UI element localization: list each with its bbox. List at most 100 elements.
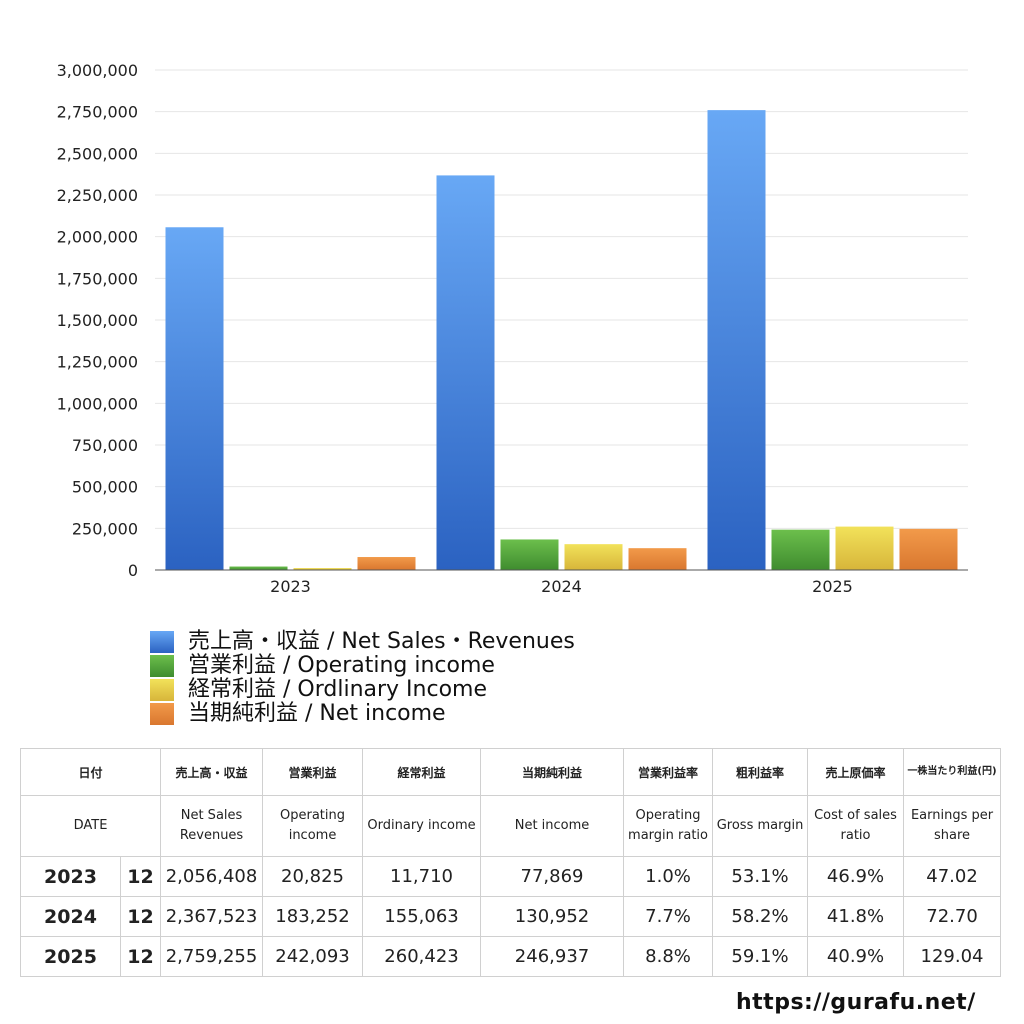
y-tick-label: 2,750,000	[57, 103, 138, 122]
legend-swatch	[150, 631, 174, 653]
cell-sales: 2,367,523	[160, 896, 264, 937]
y-axis-ticks: 0 250,000 500,000 750,000 1,000,000 1,250,000…	[57, 61, 138, 580]
table-row: 2025 12 2,759,255 242,093 260,423 246,93…	[20, 936, 1002, 977]
header-eps-jp: 一株当たり利益(円)	[903, 748, 1002, 796]
cell-gm: 59.1%	[712, 936, 809, 977]
y-tick-label: 250,000	[72, 519, 138, 538]
header-date-en: DATE	[19, 795, 162, 857]
legend-swatch	[150, 655, 174, 677]
bar-2024-series-3	[628, 548, 687, 570]
cell-net: 246,937	[480, 936, 625, 977]
grid-lines	[155, 69, 968, 529]
header-op-en: Operating income	[262, 795, 364, 857]
bar-2023-series-1	[229, 566, 288, 570]
y-tick-label: 3,000,000	[57, 61, 138, 80]
header-cos-jp: 売上原価率	[807, 748, 905, 796]
cell-ord: 260,423	[362, 936, 482, 977]
table-header-jp: 日付 売上高・収益 営業利益 経常利益 当期純利益 営業利益率 粗利益率 売上原…	[19, 748, 1002, 796]
y-tick-label: 1,000,000	[57, 394, 138, 413]
legend-label: 売上高・収益 / Net Sales・Revenues	[188, 629, 575, 654]
x-axis-ticks: 2023 2024 2025	[270, 577, 853, 596]
cell-cos: 41.8%	[807, 896, 905, 937]
header-opm-en: Operating margin ratio	[623, 795, 714, 857]
bar-2024-series-0	[436, 175, 495, 570]
y-tick-label: 1,250,000	[57, 353, 138, 372]
cell-ord: 11,710	[362, 856, 482, 897]
cell-month: 12	[119, 856, 162, 897]
cell-cos: 40.9%	[807, 936, 905, 977]
header-opm-jp: 営業利益率	[623, 748, 714, 796]
y-tick-label: 2,500,000	[57, 144, 138, 163]
bar-2025-series-3	[899, 528, 958, 570]
cell-sales: 2,759,255	[160, 936, 264, 977]
cell-op: 242,093	[262, 936, 364, 977]
cell-year: 2024	[20, 896, 121, 937]
cell-op: 183,252	[262, 896, 364, 937]
table-row: 2023 12 2,056,408 20,825 11,710 77,869 1…	[20, 856, 1002, 897]
cell-opm: 8.8%	[623, 936, 714, 977]
legend-label: 営業利益 / Operating income	[188, 653, 495, 678]
cell-gm: 58.2%	[712, 896, 809, 937]
cell-net: 77,869	[480, 856, 625, 897]
bar-chart: 0 250,000 500,000 750,000 1,000,000 1,250,000…	[57, 61, 968, 596]
legend-swatch	[150, 703, 174, 725]
header-cos-en: Cost of sales ratio	[807, 795, 905, 857]
header-date-jp: 日付	[19, 748, 162, 796]
header-net-jp: 当期純利益	[480, 748, 625, 796]
legend-label: 当期純利益 / Net income	[188, 701, 446, 726]
header-eps-en: Earnings per share	[903, 795, 1002, 857]
table-row: 2024 12 2,367,523 183,252 155,063 130,95…	[20, 896, 1002, 937]
financial-table: 日付 売上高・収益 営業利益 経常利益 当期純利益 営業利益率 粗利益率 売上原…	[19, 748, 1002, 977]
y-tick-label: 0	[128, 561, 138, 580]
legend-label: 経常利益 / Ordlinary Income	[188, 677, 487, 702]
bars	[165, 110, 958, 571]
bar-2025-series-1	[771, 529, 830, 570]
cell-eps: 129.04	[903, 936, 1002, 977]
header-gm-en: Gross margin	[712, 795, 809, 857]
header-ord-en: Ordinary income	[362, 795, 482, 857]
bar-2025-series-0	[707, 110, 766, 570]
cell-gm: 53.1%	[712, 856, 809, 897]
y-tick-label: 500,000	[72, 478, 138, 497]
cell-year: 2023	[20, 856, 121, 897]
legend-item-net-sales: 売上高・収益 / Net Sales・Revenues	[150, 630, 575, 654]
header-ord-jp: 経常利益	[362, 748, 482, 796]
y-tick-label: 1,500,000	[57, 311, 138, 330]
header-net-en: Net income	[480, 795, 625, 857]
bar-2024-series-1	[500, 539, 559, 570]
legend-item-operating-income: 営業利益 / Operating income	[150, 654, 575, 678]
bar-2025-series-2	[835, 526, 894, 570]
table-header-en: DATE Net Sales Revenues Operating income…	[19, 795, 1002, 857]
cell-opm: 1.0%	[623, 856, 714, 897]
legend-item-net-income: 当期純利益 / Net income	[150, 702, 575, 726]
cell-op: 20,825	[262, 856, 364, 897]
bar-2024-series-2	[564, 544, 623, 570]
y-tick-label: 2,000,000	[57, 228, 138, 247]
x-tick-label: 2025	[812, 577, 853, 596]
header-gm-jp: 粗利益率	[712, 748, 809, 796]
bar-2023-series-3	[357, 557, 416, 570]
legend-swatch	[150, 679, 174, 701]
cell-month: 12	[119, 896, 162, 937]
x-tick-label: 2024	[541, 577, 582, 596]
bar-2023-series-0	[165, 227, 224, 571]
header-sales-en: Net Sales Revenues	[160, 795, 264, 857]
cell-sales: 2,056,408	[160, 856, 264, 897]
cell-eps: 72.70	[903, 896, 1002, 937]
header-sales-jp: 売上高・収益	[160, 748, 264, 796]
chart-legend: 売上高・収益 / Net Sales・Revenues 営業利益 / Opera…	[150, 630, 575, 726]
y-tick-label: 1,750,000	[57, 269, 138, 288]
site-url[interactable]: https://gurafu.net/	[736, 990, 976, 1015]
cell-net: 130,952	[480, 896, 625, 937]
x-tick-label: 2023	[270, 577, 311, 596]
legend-item-ordinary-income: 経常利益 / Ordlinary Income	[150, 678, 575, 702]
cell-opm: 7.7%	[623, 896, 714, 937]
cell-month: 12	[119, 936, 162, 977]
y-tick-label: 750,000	[72, 436, 138, 455]
cell-eps: 47.02	[903, 856, 1002, 897]
cell-cos: 46.9%	[807, 856, 905, 897]
cell-ord: 155,063	[362, 896, 482, 937]
cell-year: 2025	[20, 936, 121, 977]
y-tick-label: 2,250,000	[57, 186, 138, 205]
header-op-jp: 営業利益	[262, 748, 364, 796]
